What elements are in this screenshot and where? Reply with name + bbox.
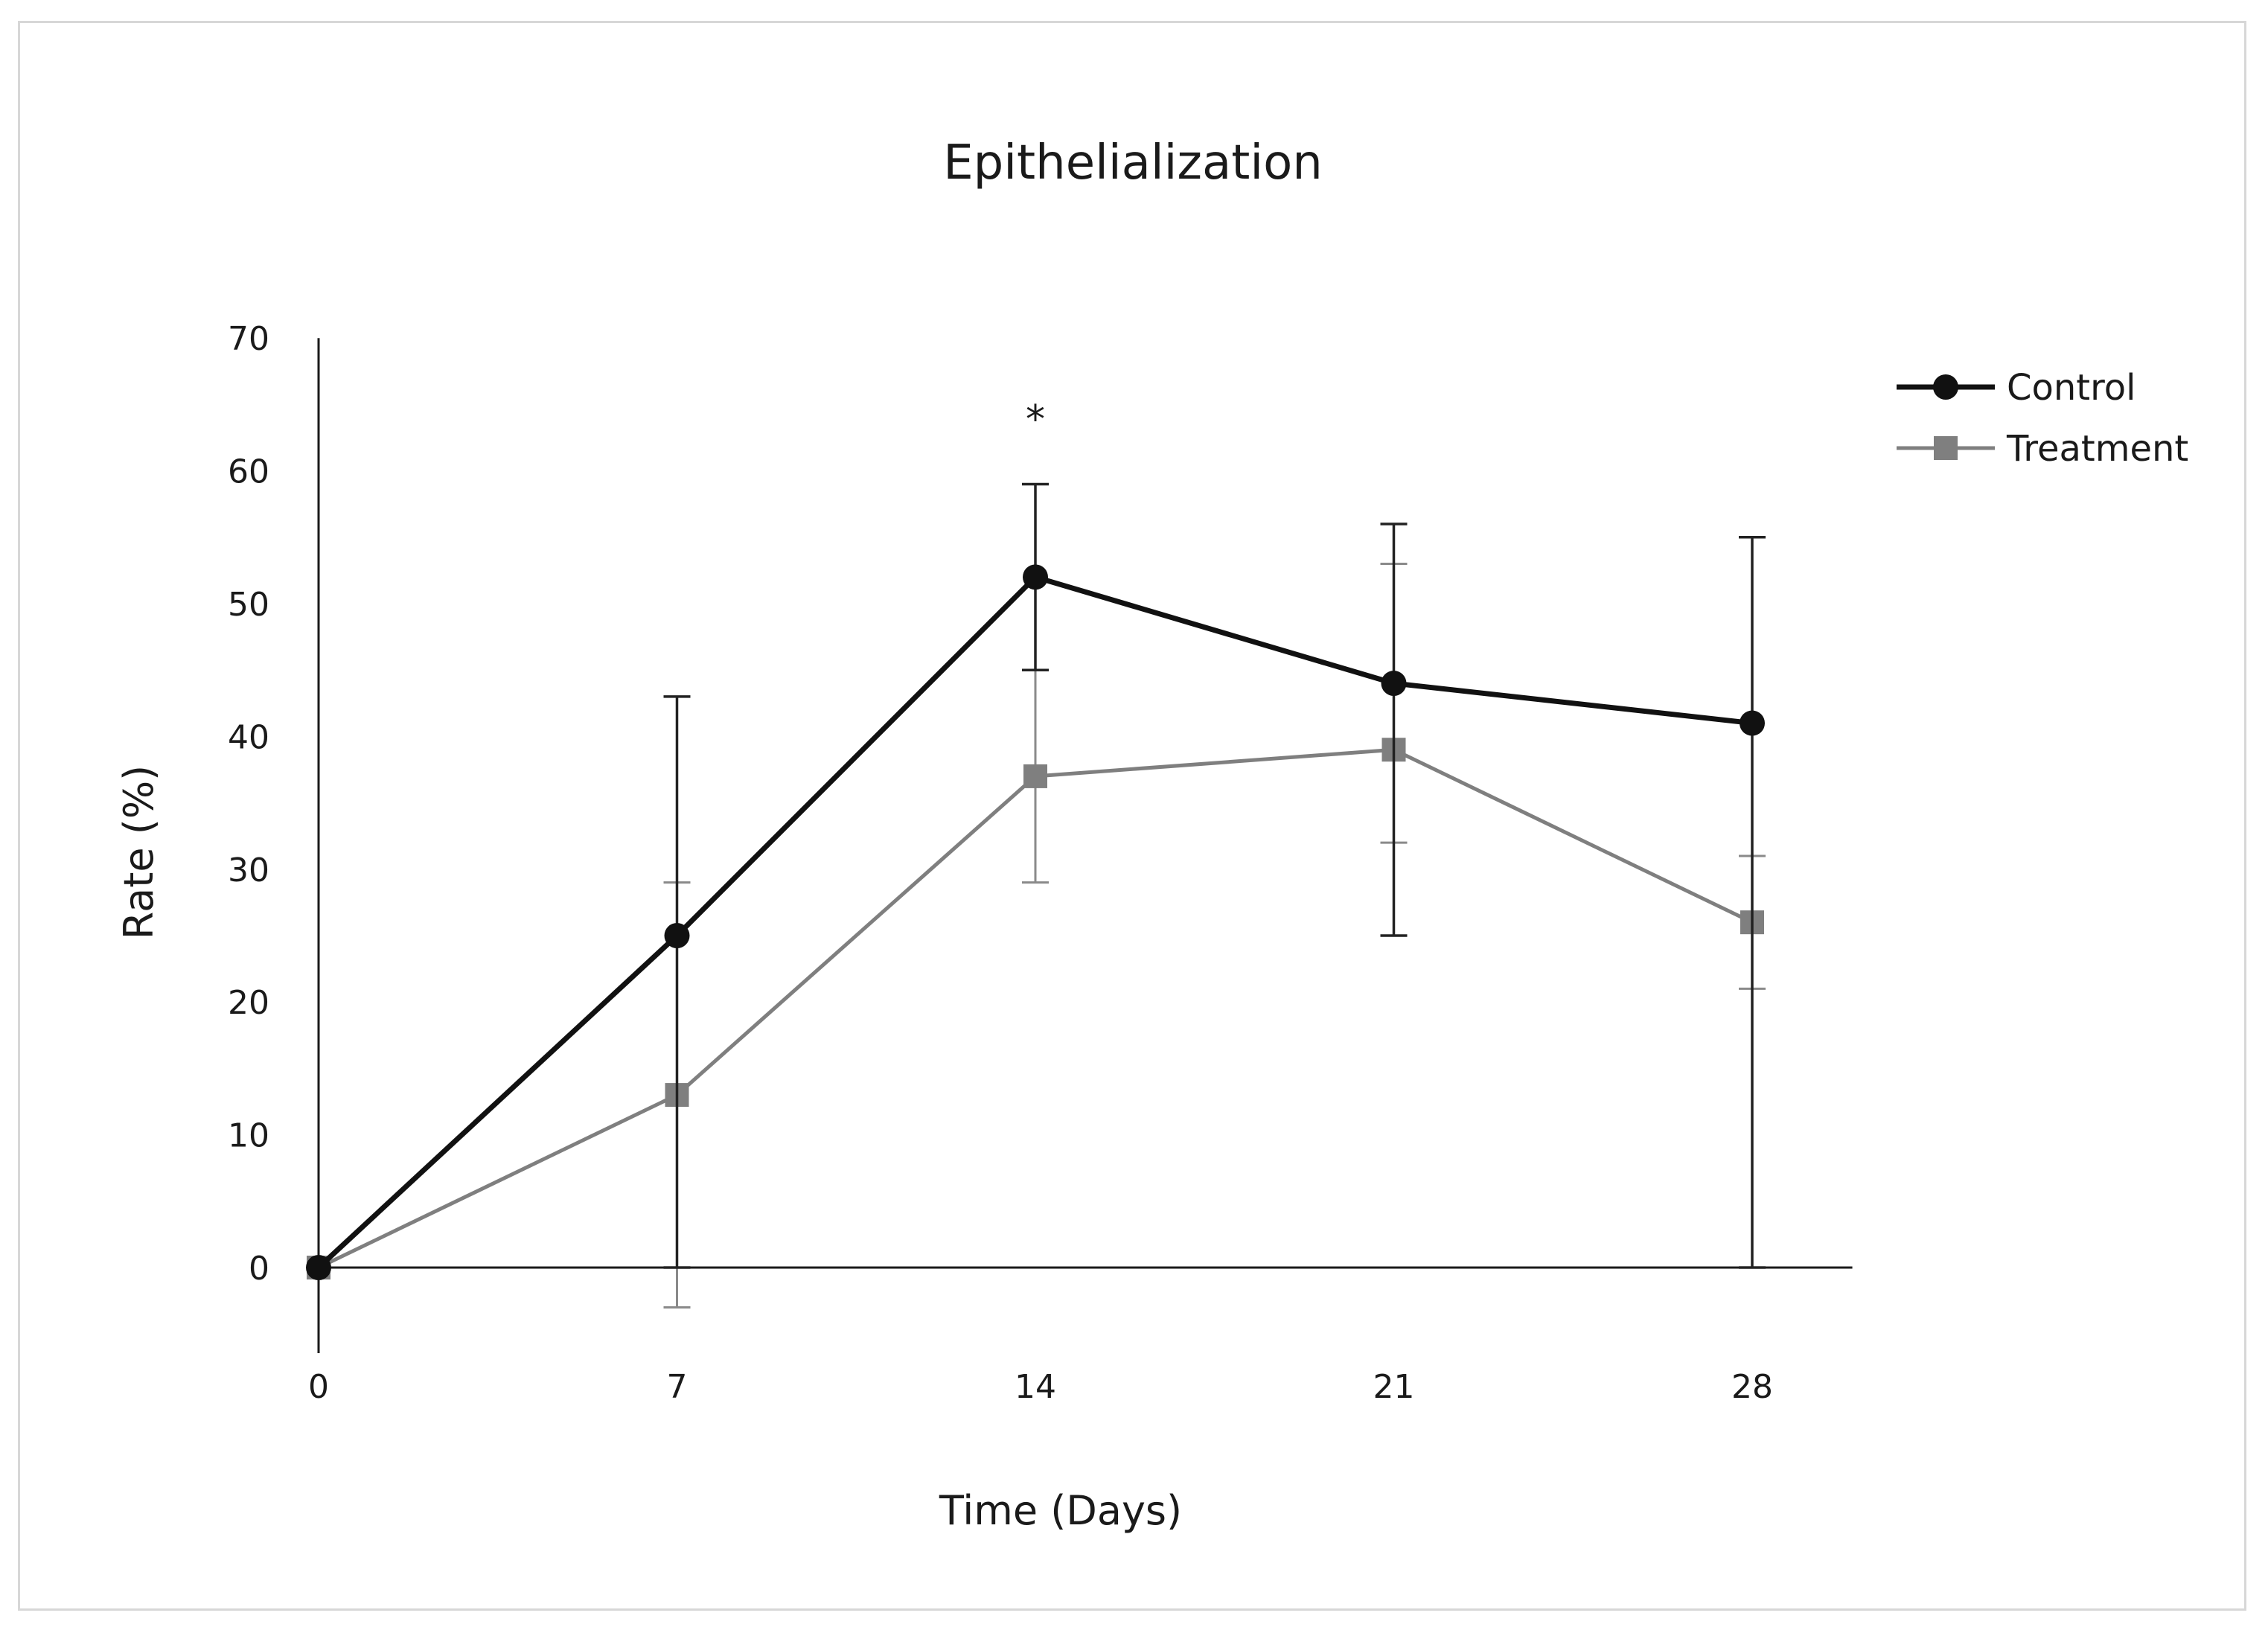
x-tick-label: 28 — [1731, 1368, 1773, 1406]
legend-marker — [1933, 374, 1958, 400]
x-tick-label: 0 — [308, 1368, 329, 1406]
y-tick-label: 60 — [228, 453, 269, 491]
y-tick-label: 40 — [228, 718, 269, 756]
chart-frame — [18, 21, 2246, 1611]
chart-title: Epithelialization — [943, 135, 1323, 191]
series-treatment — [307, 562, 1766, 1309]
axes — [317, 338, 1853, 1353]
y-tick-label: 30 — [228, 851, 269, 889]
significance-marker: * — [1026, 397, 1045, 442]
legend-label: Control — [2007, 367, 2136, 409]
y-tick-label: 70 — [228, 320, 269, 358]
legend-marker — [1934, 436, 1958, 460]
data-point-treatment — [1023, 764, 1047, 788]
x-tick-label: 14 — [1015, 1368, 1056, 1406]
x-tick-label: 21 — [1373, 1368, 1415, 1406]
legend-item-treatment: Treatment — [1897, 428, 2188, 470]
data-point-control — [664, 923, 690, 948]
y-tick-label: 10 — [228, 1117, 269, 1155]
x-axis-title: Time (Days) — [939, 1487, 1182, 1534]
x-tick-label: 7 — [667, 1368, 688, 1406]
legend: Control Treatment — [1897, 367, 2188, 470]
y-tick-label: 20 — [228, 984, 269, 1022]
data-point-control — [306, 1255, 331, 1280]
annotations: * — [1026, 397, 1045, 442]
data-point-control — [1381, 671, 1407, 697]
y-axis-title: Rate (%) — [115, 765, 162, 939]
legend-label: Treatment — [2006, 428, 2188, 470]
y-tick-label: 50 — [228, 586, 269, 624]
series-control — [306, 482, 1766, 1280]
tick-labels: 0 10 20 30 40 50 60 70 0 7 14 21 28 — [228, 320, 1773, 1406]
legend-item-control: Control — [1897, 367, 2136, 409]
data-point-control — [1023, 564, 1048, 590]
data-point-control — [1740, 710, 1765, 736]
series-layer — [306, 482, 1766, 1309]
y-tick-label: 0 — [249, 1250, 269, 1288]
